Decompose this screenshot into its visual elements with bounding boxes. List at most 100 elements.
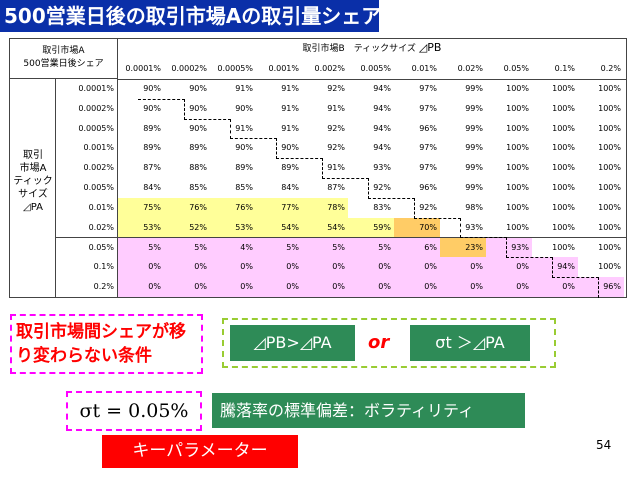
table-cell: 0%: [532, 277, 578, 297]
table-cell: 100%: [598, 123, 621, 133]
table-cell: 0%: [394, 257, 440, 277]
column-headers: 0.0001% 0.0002% 0.0005% 0.001% 0.002% 0.005% 0…: [118, 59, 626, 80]
table-cell: 89%: [281, 163, 299, 173]
table-cell: 0%: [210, 277, 256, 297]
row-header: 0.002%: [56, 158, 118, 178]
table-cell: 5%: [118, 238, 164, 259]
table-cell: 90%: [143, 103, 161, 113]
table-cell: 54%: [302, 217, 348, 238]
table-cell: 5%: [164, 238, 210, 259]
table-row: 0.1% 0% 0% 0% 0% 0% 0% 0% 0% 0% 94% 100%: [56, 257, 626, 277]
table-cell: 100%: [598, 262, 621, 272]
table-cell: 94%: [373, 84, 391, 93]
row-header: 0.02%: [56, 217, 118, 238]
table-cell: 0%: [256, 257, 302, 277]
table-cell: 0%: [486, 277, 532, 297]
row-header: 0.05%: [56, 238, 118, 259]
row-header: 0.1%: [56, 257, 118, 277]
table-cell: 87%: [327, 183, 345, 192]
table-cell: 89%: [235, 163, 253, 173]
table-cell: 76%: [164, 197, 210, 218]
table-cell: 0%: [394, 277, 440, 297]
table-cell: 97%: [419, 143, 437, 153]
table-cell: 0%: [164, 257, 210, 277]
row-header: 0.001%: [56, 138, 118, 159]
row-header: 0.005%: [56, 178, 118, 198]
condition-volatility: σt ＞◿PA: [410, 325, 530, 361]
table-cell: 99%: [465, 163, 483, 173]
table-cell: 0%: [164, 277, 210, 297]
table-cell: 5%: [302, 238, 348, 259]
table-cell: 100%: [598, 202, 621, 212]
column-header: 0.2%: [600, 64, 621, 73]
share-table: 取引市場A 500営業日後シェア 取引市場B ティックサイズ ◿PB 0.000…: [9, 38, 627, 298]
table-row: 0.2% 0% 0% 0% 0% 0% 0% 0% 0% 0% 0% 96%: [56, 277, 626, 297]
table-cell: 100%: [552, 143, 575, 153]
table-cell: 0%: [302, 257, 348, 277]
table-cell: 100%: [552, 222, 575, 232]
table-cell: 93%: [373, 163, 391, 173]
diagonal-step: [552, 277, 599, 298]
diagonal-step: [230, 138, 277, 160]
table-cell: 91%: [235, 123, 253, 133]
key-parameter-label: キーパラメーター: [102, 435, 298, 468]
table-cell: 92%: [419, 202, 437, 212]
table-row: 0.02% 53% 52% 53% 54% 54% 59% 70% 93% 100% 100% 100…: [56, 217, 626, 238]
table-cell: 90%: [189, 123, 207, 133]
diagonal-step: [276, 158, 323, 179]
table-cell: 23%: [440, 238, 486, 259]
table-cell: 54%: [256, 217, 302, 238]
table-cell: 99%: [465, 123, 483, 133]
table-cell: 100%: [598, 103, 621, 113]
table-cell: 84%: [143, 183, 161, 192]
table-cell: 100%: [598, 163, 621, 173]
row-header: 0.01%: [56, 197, 118, 218]
table-cell: 89%: [143, 123, 161, 133]
row-header: 0.2%: [56, 277, 118, 297]
table-cell: 97%: [419, 103, 437, 113]
table-cell: 90%: [143, 84, 161, 93]
row-group-label-line: サイズ: [18, 189, 48, 200]
row-header: 0.0002%: [56, 98, 118, 119]
table-row: 0.001% 89% 89% 90% 90% 92% 94% 97% 99% 100% 100% 10…: [56, 138, 626, 159]
table-cell: 100%: [552, 103, 575, 113]
table-cell: 100%: [552, 183, 575, 192]
table-cell: 5%: [256, 238, 302, 259]
table-cell: 100%: [552, 84, 575, 93]
table-cell: 91%: [281, 123, 299, 133]
table-cell: 93%: [465, 222, 483, 232]
table-cell: 100%: [506, 103, 529, 113]
table-cell: 99%: [465, 103, 483, 113]
table-cell: 90%: [189, 84, 207, 93]
diagonal-step: [138, 98, 185, 120]
table-cell: 0%: [256, 277, 302, 297]
table-cell: 96%: [419, 183, 437, 192]
diagonal-step: [414, 217, 461, 239]
table-row: 0.0002% 90% 90% 90% 91% 91% 94% 97% 99% 100% 100% 1…: [56, 98, 626, 119]
table-cell: 70%: [394, 217, 440, 238]
sigma-description: 騰落率の標準偏差：ボラティリティ: [212, 393, 525, 428]
row-header: 0.0005%: [56, 118, 118, 139]
table-cell: 0%: [348, 257, 394, 277]
table-corner-header: 取引市場A 500営業日後シェア: [10, 39, 118, 79]
page-title: 500営業日後の取引市場Aの取引量シェア: [0, 0, 381, 32]
table-cell: 89%: [143, 143, 161, 153]
table-cell: 97%: [419, 84, 437, 93]
column-header: 0.05%: [503, 64, 529, 73]
table-cell: 91%: [281, 84, 299, 93]
condition-tick: ◿PB>◿PA: [230, 325, 355, 361]
table-cell: 75%: [118, 197, 164, 218]
table-cell: 100%: [506, 202, 529, 212]
diagonal-step: [368, 197, 415, 219]
column-group-label: 取引市場B ティックサイズ: [302, 44, 416, 54]
table-body: 0.0001% 90% 90% 91% 91% 92% 94% 97% 99% 100% 100% 1…: [56, 79, 626, 298]
table-cell: 96%: [578, 277, 624, 297]
table-cell: 0%: [348, 277, 394, 297]
condition-note: 取引市場間シェアが移り変わらない条件: [10, 314, 203, 374]
table-cell: 0%: [210, 257, 256, 277]
column-header: 0.1%: [554, 64, 575, 73]
table-cell: 59%: [348, 217, 394, 238]
table-cell: 100%: [506, 143, 529, 153]
table-cell: 53%: [210, 217, 256, 238]
table-cell: 77%: [256, 197, 302, 218]
